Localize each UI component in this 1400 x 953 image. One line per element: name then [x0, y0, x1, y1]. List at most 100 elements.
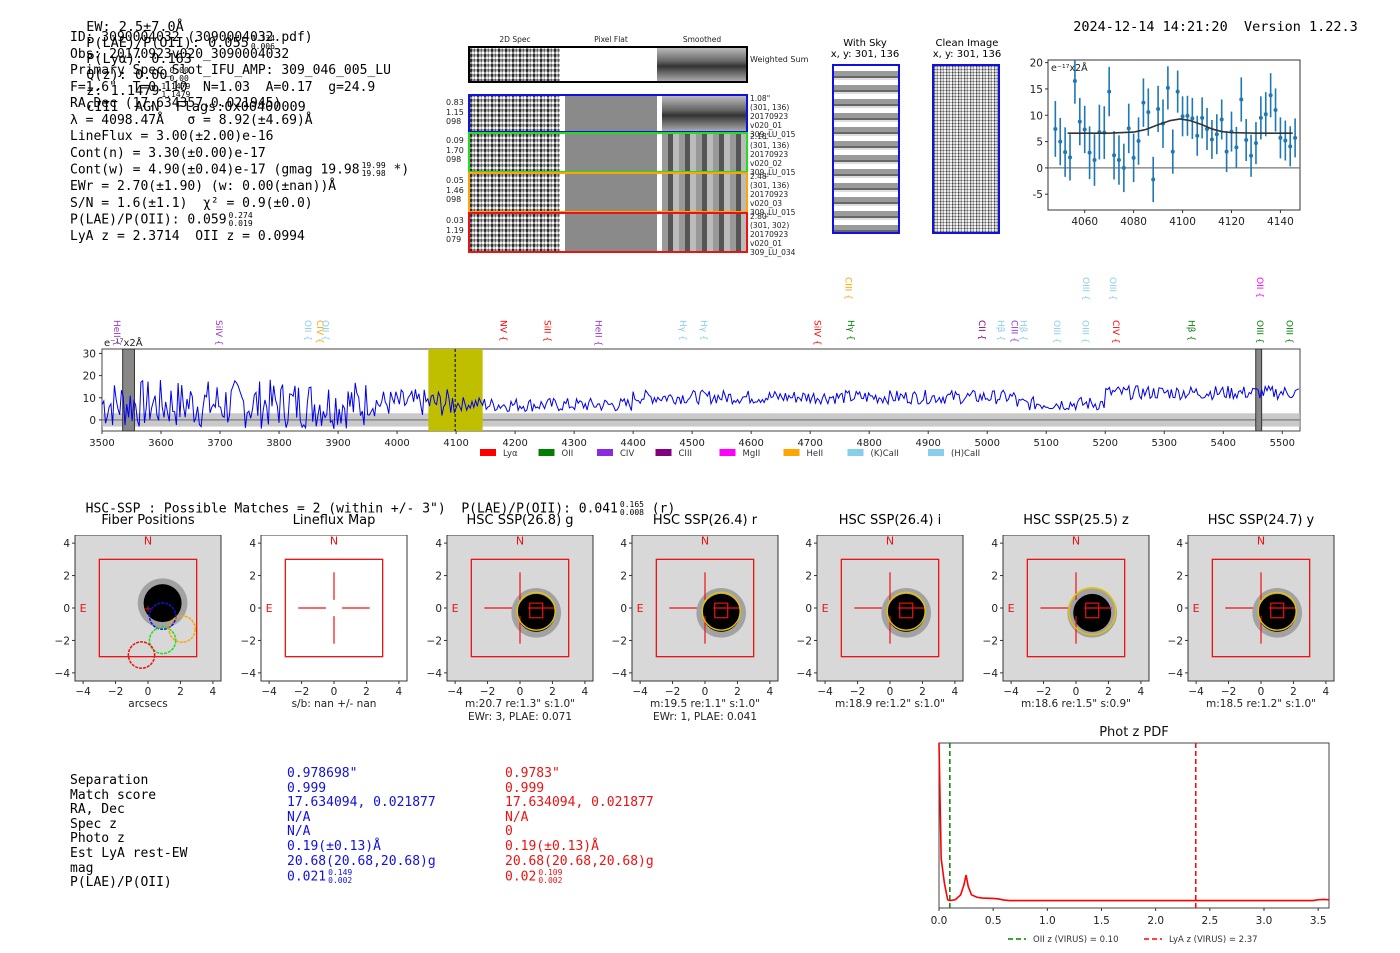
emission-line-label: CIV {: [1110, 320, 1120, 344]
match-value-text: 0.19(±0.13)Å: [505, 838, 599, 854]
range-lo: 0.002: [328, 876, 353, 886]
col-header-smoothed: Smoothed: [682, 35, 722, 44]
x-tick-label: −2: [1221, 686, 1236, 698]
x-tick-label: 2.0: [1147, 915, 1164, 927]
fiber-info: 2.48" (301, 136) 20170923 v020_03 309_LU_015: [750, 172, 795, 217]
x-tick-label: 0: [331, 686, 338, 698]
line-label-text: HeII {: [111, 320, 121, 346]
flux-unit-label: e⁻¹⁷x2Å: [104, 336, 143, 349]
gap: [560, 134, 565, 171]
gap: [560, 174, 565, 211]
aperture-box: [1211, 558, 1311, 658]
emission-line-label: Hγ {: [845, 320, 855, 341]
match-value: 0.02 0.109 0.002: [505, 869, 654, 885]
gap: [560, 96, 565, 131]
masked-band: [1255, 348, 1263, 432]
catalog-ellipse: [1257, 591, 1297, 631]
x-tick-label: 1.0: [1039, 915, 1056, 927]
y-tick-label: −4: [612, 668, 628, 680]
flux-unit-label: e⁻¹⁷x2Å: [1051, 62, 1088, 74]
panel-xlabel: m:19.5 re:1.1" s:1.0": [650, 698, 760, 710]
info-contn: Cont(n) = 3.30(±0.00)e-17: [70, 145, 266, 161]
gap: [657, 134, 662, 171]
data-point: [1273, 108, 1278, 112]
data-point: [1136, 139, 1141, 144]
fiber-info-line: v020_03: [750, 199, 783, 208]
panel-xlabel-2: EWr: 3, PLAE: 0.071: [468, 711, 572, 723]
emission-line-label: OII {: [1254, 277, 1264, 298]
emission-line-label: OIII {: [1107, 277, 1117, 301]
match-label: mag: [70, 860, 94, 876]
panel-xlabel: m:18.6 re:1.5" s:0.9": [1021, 698, 1131, 710]
x-tick-label: 4: [1323, 686, 1330, 698]
line-label-text: CIII {: [843, 277, 853, 300]
fiber-stat-value: 0.03: [446, 216, 464, 225]
x-tick-label: 2: [1290, 686, 1297, 698]
y-tick-label: 2: [1176, 571, 1183, 583]
data-point: [1224, 149, 1229, 154]
emission-line-label: OII {: [302, 320, 312, 341]
fiber-smoothed: [662, 96, 746, 131]
panel-title: HSC SSP(26.4) r: [652, 513, 758, 528]
y-tick-label: 2: [991, 571, 998, 583]
fiber-stat-value: 098: [446, 155, 462, 164]
fiber-pixel-flat: [565, 174, 657, 211]
photz-pdf-plot: Phot z PDF 0.0 0.5 1.0 1.5 2.0 2.5 3.0 3.5 OII z …: [931, 725, 1330, 945]
range-lo: 0.002: [538, 876, 563, 886]
line-label-text: SiIV {: [811, 320, 821, 346]
fiber-stat-value: 1.46: [446, 185, 464, 195]
galaxy-source: [1073, 593, 1112, 632]
match-value-text: 17.634094, 0.021877: [505, 795, 654, 811]
x-tick-label: 3.0: [1256, 915, 1273, 927]
data-point: [1053, 126, 1058, 131]
y-tick-label: −2: [55, 635, 70, 647]
fiber-smoothed: [662, 214, 746, 251]
emission-line-label: HeII {: [592, 320, 602, 346]
fiber-stat-value: 1.15: [446, 107, 464, 117]
data-point: [1244, 138, 1249, 142]
masked-band: [122, 348, 135, 432]
x-tick-label: 4700: [797, 438, 822, 449]
emission-line-label: CII {: [976, 320, 986, 340]
panel-title: Lineflux Map: [292, 513, 376, 528]
gaussian-fit-line: [1067, 118, 1293, 134]
data-point: [1293, 135, 1298, 140]
fiber-pixel-flat: [565, 96, 657, 131]
line-label-text: HeII {: [592, 320, 602, 346]
galaxy-source: [517, 593, 556, 632]
version: Version 1.22.3: [1243, 19, 1358, 35]
compass-east: E: [1193, 602, 1200, 615]
x-tick-label: 2: [734, 686, 741, 698]
emission-line-label: Hβ {: [995, 320, 1005, 341]
info-lineflux: LineFlux = 3.00(±2.00)e-16: [70, 129, 274, 144]
x-tick-label: −4: [632, 686, 648, 698]
hsc-cutout-1: N E −4 −4 −2 −2 0 0 2 2 4 4 s/b: nan +/- nan: [241, 535, 408, 710]
data-point: [1239, 97, 1244, 102]
fiber-info: 2.18" (301, 136) 20170923 v020_02 309_LU_015: [750, 132, 795, 177]
x-tick-label: 4900: [915, 438, 940, 449]
fiber-info-line: v020_01: [750, 239, 783, 248]
data-point: [1146, 110, 1151, 115]
hsc-cutout-3: N E −4 −4 −2 −2 0 0 2 2 4 4 m:19.5 re:1.1" s:1.0"EWr…: [612, 535, 779, 723]
range-hi: 0.109: [538, 868, 563, 878]
line-label-text: SiII {: [542, 320, 552, 342]
emission-line-label: CIII {: [843, 277, 853, 300]
header-ew: EW: 2.5±7.0Å: [86, 19, 184, 35]
match-value: 0.021 0.149 0.002: [287, 869, 436, 885]
gap: [560, 214, 565, 251]
panel-title: HSC SSP(24.7) y: [1207, 513, 1315, 528]
panel-title: HSC SSP(26.4) i: [838, 513, 942, 528]
line-label-text: Hγ {: [698, 320, 708, 341]
legend-label: CIII: [679, 449, 692, 459]
header-timestamp: 2024-12-14 14:21:20 Version 1.22.3: [1057, 3, 1358, 35]
match-value-text: N/A: [505, 809, 529, 825]
x-tick-label: −2: [294, 686, 309, 698]
x-tick-label: 5400: [1211, 438, 1236, 449]
fiber-smoothed: [662, 134, 746, 171]
y-tick-label: 4: [805, 538, 812, 550]
data-point: [1072, 79, 1077, 84]
info-id: ID: 3090004032 (3090004032.pdf): [70, 30, 313, 45]
y-tick-label: −4: [797, 668, 813, 680]
info-lambda: λ = 4098.47Å σ = 8.92(±4.69)Å: [70, 112, 313, 128]
line-label-text: CII {: [976, 320, 986, 340]
